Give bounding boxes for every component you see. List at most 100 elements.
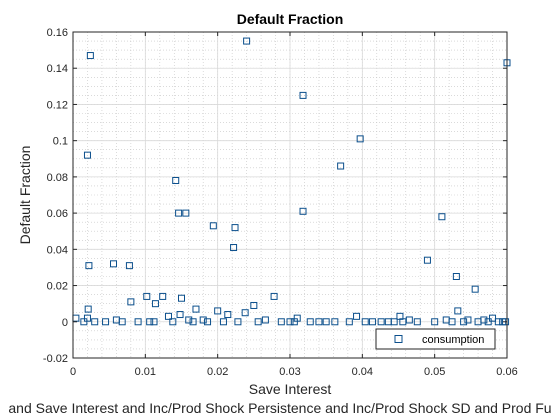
data-point — [489, 314, 497, 322]
data-point — [199, 316, 207, 324]
data-point — [85, 262, 93, 270]
data-point — [234, 318, 242, 326]
data-point — [241, 309, 249, 317]
data-point — [261, 316, 269, 324]
legend-label: consumption — [422, 334, 484, 346]
x-tick-label: 0.01 — [135, 366, 156, 378]
data-point — [178, 294, 185, 302]
data-point — [204, 318, 212, 326]
data-point — [254, 318, 262, 326]
data-point — [150, 318, 158, 326]
data-point — [159, 292, 167, 300]
data-point — [413, 318, 421, 326]
data-point — [172, 177, 180, 185]
y-tick-label: 0.1 — [53, 136, 68, 148]
data-point — [176, 311, 184, 319]
y-tick-label: 0 — [62, 317, 68, 329]
data-point — [118, 318, 126, 326]
y-tick-label: 0.12 — [47, 99, 68, 111]
x-tick-label: 0.04 — [352, 366, 373, 378]
data-point — [86, 52, 94, 60]
legend-box — [375, 328, 496, 350]
data-point — [438, 213, 446, 221]
data-point — [125, 262, 133, 270]
data-point — [460, 318, 468, 326]
data-point — [134, 318, 142, 326]
data-point — [484, 318, 492, 326]
data-point — [306, 318, 314, 326]
data-point — [277, 318, 285, 326]
data-point — [189, 318, 197, 326]
data-point — [452, 273, 460, 280]
data-point — [182, 209, 190, 217]
data-point — [405, 316, 413, 324]
data-point — [368, 318, 376, 326]
legend: consumption — [375, 328, 496, 350]
data-point — [151, 300, 159, 308]
axis-ticks — [72, 31, 508, 359]
data-point — [322, 318, 330, 326]
data-point — [464, 316, 472, 324]
legend-marker — [394, 335, 403, 343]
data-point — [299, 207, 307, 215]
x-tick-label: 0.05 — [424, 366, 445, 378]
x-axis-label: Save Interest — [249, 381, 332, 397]
data-point — [169, 318, 177, 326]
data-point — [286, 318, 294, 326]
data-point — [270, 292, 278, 300]
data-point — [299, 91, 307, 99]
data-point — [102, 318, 110, 326]
data-point — [356, 135, 364, 143]
data-point — [345, 318, 353, 326]
x-tick-label: 0.06 — [496, 366, 517, 378]
data-point — [175, 209, 183, 217]
y-tick-label: 0.14 — [47, 63, 68, 75]
data-point — [337, 162, 345, 170]
x-tick-label: 0 — [70, 366, 76, 378]
data-point — [192, 305, 200, 313]
data-point — [230, 244, 238, 252]
x-tick-label: 0.03 — [279, 366, 300, 378]
data-point — [390, 318, 398, 326]
y-tick-labels: -0.02 0 0.02 0.04 0.06 0.08 0.1 0.12 0.14 0.16 — [43, 27, 68, 365]
x-tick-labels: 0 0.01 0.02 0.03 0.04 0.05 0.06 — [70, 366, 518, 378]
y-tick-label: -0.02 — [43, 353, 68, 365]
data-point — [315, 318, 323, 326]
y-tick-label: 0.16 — [47, 27, 68, 39]
data-point — [377, 318, 385, 326]
y-axis-label: Default Fraction — [17, 146, 33, 245]
data-point — [83, 151, 91, 159]
y-tick-label: 0.04 — [47, 244, 68, 256]
data-point — [454, 307, 462, 315]
data-points — [72, 37, 511, 326]
data-point — [243, 37, 251, 45]
data-point — [361, 318, 369, 326]
x-tick-label: 0.02 — [207, 366, 228, 378]
data-point — [224, 311, 232, 319]
data-point — [146, 318, 154, 326]
data-point — [290, 318, 298, 326]
data-point — [423, 256, 431, 264]
data-point — [185, 316, 193, 324]
data-point — [231, 224, 239, 232]
chart-title: Default Fraction — [237, 11, 344, 27]
data-point — [219, 318, 227, 326]
data-point — [143, 292, 151, 300]
data-point — [91, 318, 99, 326]
data-point — [474, 318, 482, 326]
data-point — [214, 307, 222, 315]
data-point — [164, 312, 172, 320]
data-point — [250, 301, 258, 309]
data-point — [209, 222, 217, 230]
figure-caption: and Save Interest and Inc/Prod Shock Per… — [8, 400, 551, 416]
data-point — [494, 318, 502, 326]
data-point — [83, 314, 91, 322]
data-point — [471, 285, 479, 293]
data-point — [448, 318, 456, 326]
data-point — [110, 260, 118, 268]
data-point — [80, 318, 88, 326]
data-point — [331, 318, 339, 326]
y-tick-label: 0.02 — [47, 281, 68, 293]
data-point — [84, 305, 92, 313]
